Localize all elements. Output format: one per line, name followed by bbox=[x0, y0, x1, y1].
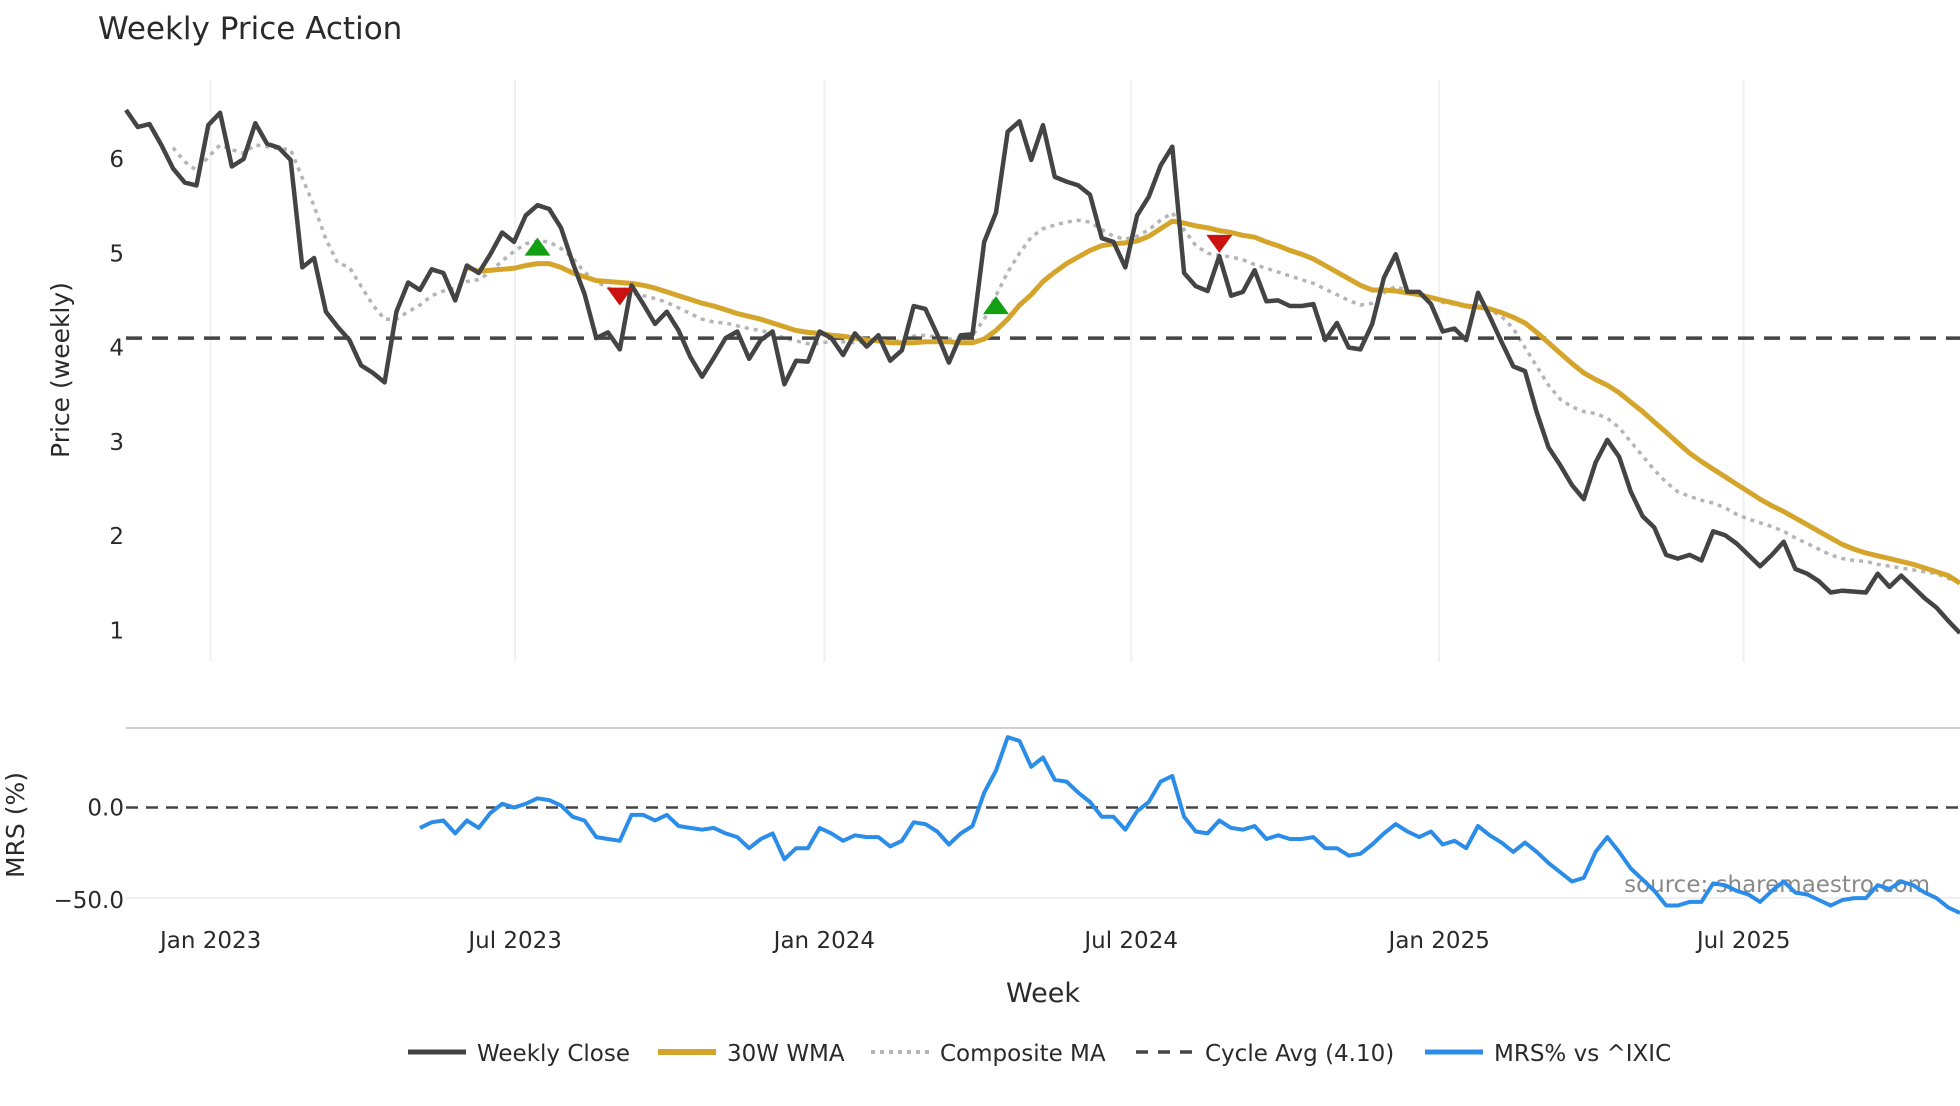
y-tick-label: 5 bbox=[109, 241, 124, 267]
weekly-close-line bbox=[124, 108, 1960, 635]
legend-label: MRS% vs ^IXIC bbox=[1494, 1041, 1671, 1067]
x-tick-label: Jan 2023 bbox=[158, 928, 261, 954]
y-tick-label: 2 bbox=[109, 524, 124, 550]
legend-label: Weekly Close bbox=[477, 1041, 630, 1067]
plot-area bbox=[124, 108, 1960, 915]
y-tick-label: 1 bbox=[109, 618, 124, 644]
legend-label: Composite MA bbox=[940, 1041, 1106, 1067]
x-ticks: Jan 2023 Jul 2023 Jan 2024 Jul 2024 Jan 2025… bbox=[158, 928, 1790, 954]
legend-label: Cycle Avg (4.10) bbox=[1205, 1041, 1394, 1067]
legend: Weekly Close 30W WMA Composite MA Cycle Avg… bbox=[408, 1041, 1671, 1067]
x-axis-label: Week bbox=[1006, 978, 1080, 1009]
x-tick-label: Jul 2024 bbox=[1082, 928, 1178, 954]
buy-signal-marker bbox=[524, 237, 551, 256]
mrs-y-tick-label: −50.0 bbox=[54, 888, 124, 914]
x-tick-label: Jul 2025 bbox=[1695, 928, 1791, 954]
y-tick-label: 6 bbox=[109, 147, 124, 173]
mrs-line bbox=[419, 735, 1960, 915]
price-y-ticks: 1 2 3 4 5 6 0.0 −50.0 bbox=[54, 147, 124, 914]
x-tick-label: Jan 2025 bbox=[1387, 928, 1490, 954]
grid-lines bbox=[126, 80, 1960, 899]
buy-signal-marker bbox=[982, 296, 1009, 315]
sell-signal-marker bbox=[1206, 234, 1233, 253]
wma-30w-line bbox=[466, 218, 1960, 586]
mrs-y-tick-label: 0.0 bbox=[87, 796, 124, 822]
sell-signal-marker bbox=[606, 287, 633, 306]
x-tick-label: Jan 2024 bbox=[772, 928, 875, 954]
chart-title: Weekly Price Action bbox=[98, 11, 402, 47]
price-y-axis-label: Price (weekly) bbox=[46, 282, 75, 458]
y-tick-label: 3 bbox=[109, 430, 124, 456]
legend-label: 30W WMA bbox=[727, 1041, 845, 1067]
x-tick-label: Jul 2023 bbox=[466, 928, 562, 954]
mrs-y-axis-label: MRS (%) bbox=[1, 772, 30, 878]
y-tick-label: 4 bbox=[109, 336, 124, 362]
composite-ma-line bbox=[171, 142, 1960, 585]
